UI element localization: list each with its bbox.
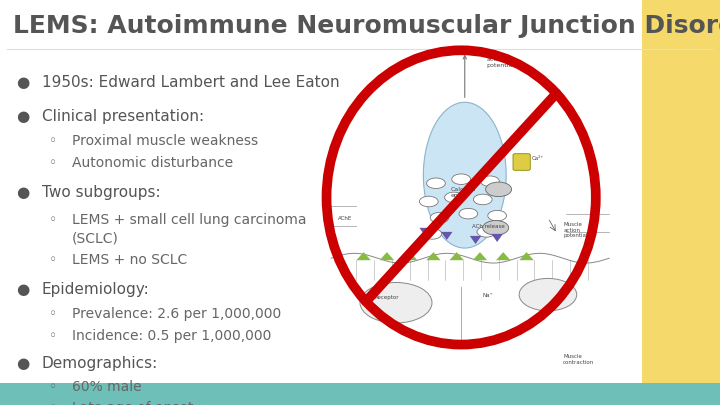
Text: Autonomic disturbance: Autonomic disturbance: [72, 156, 233, 170]
Bar: [328, 30, 634, 381]
Circle shape: [477, 227, 496, 237]
Polygon shape: [496, 252, 510, 260]
Text: ◦: ◦: [49, 329, 57, 343]
Text: Demographics:: Demographics:: [42, 356, 158, 371]
Polygon shape: [449, 252, 464, 260]
Circle shape: [488, 211, 507, 221]
Text: LEMS + small cell lung carcinoma
(SCLC): LEMS + small cell lung carcinoma (SCLC): [72, 213, 307, 246]
Text: ◦: ◦: [49, 134, 57, 148]
Circle shape: [423, 228, 442, 239]
Circle shape: [426, 178, 446, 189]
Polygon shape: [473, 252, 487, 260]
Polygon shape: [426, 252, 441, 260]
Text: Epidemiology:: Epidemiology:: [42, 282, 150, 297]
Text: LEMS: Autoimmune Neuromuscular Junction Disorder: LEMS: Autoimmune Neuromuscular Junction …: [13, 14, 720, 38]
Circle shape: [481, 176, 500, 186]
Polygon shape: [441, 232, 453, 240]
Text: Muscle
contraction: Muscle contraction: [563, 354, 595, 364]
Text: AChE: AChE: [338, 216, 353, 221]
Text: Ca²⁺: Ca²⁺: [531, 156, 544, 162]
Text: Receptor: Receptor: [374, 295, 399, 300]
Circle shape: [459, 209, 478, 219]
Polygon shape: [403, 252, 418, 260]
Text: ◦: ◦: [49, 380, 57, 394]
Text: 60% male: 60% male: [72, 380, 142, 394]
Circle shape: [452, 174, 471, 185]
Circle shape: [483, 220, 509, 235]
Text: Nerve
action
potential: Nerve action potential: [487, 51, 515, 68]
Text: ACh release: ACh release: [472, 224, 505, 229]
FancyArrowPatch shape: [463, 55, 467, 98]
Text: ●: ●: [16, 75, 29, 90]
Text: Proximal muscle weakness: Proximal muscle weakness: [72, 134, 258, 148]
Polygon shape: [470, 236, 482, 244]
Circle shape: [486, 182, 512, 197]
Text: ●: ●: [16, 282, 29, 297]
Text: Two subgroups:: Two subgroups:: [42, 185, 161, 200]
Text: ◦: ◦: [49, 213, 57, 228]
Text: ◦: ◦: [49, 156, 57, 170]
Text: Clinical presentation:: Clinical presentation:: [42, 109, 204, 124]
Ellipse shape: [519, 279, 577, 311]
Ellipse shape: [423, 102, 506, 248]
Text: ◦: ◦: [49, 401, 57, 405]
Circle shape: [445, 192, 464, 203]
Text: LEMS + no SCLC: LEMS + no SCLC: [72, 253, 187, 267]
Circle shape: [474, 194, 492, 205]
Text: Prevalence: 2.6 per 1,000,000: Prevalence: 2.6 per 1,000,000: [72, 307, 282, 321]
Text: ●: ●: [16, 109, 29, 124]
Text: Late age of onset: Late age of onset: [72, 401, 194, 405]
FancyBboxPatch shape: [513, 153, 531, 170]
Text: Na⁺: Na⁺: [483, 292, 493, 298]
Text: Incidence: 0.5 per 1,000,000: Incidence: 0.5 per 1,000,000: [72, 329, 271, 343]
Polygon shape: [356, 252, 371, 260]
Text: ◦: ◦: [49, 307, 57, 321]
Circle shape: [419, 196, 438, 207]
Bar: [0, 383, 720, 405]
Text: ◦: ◦: [49, 253, 57, 267]
Polygon shape: [419, 228, 431, 236]
Polygon shape: [492, 234, 503, 242]
Polygon shape: [519, 252, 534, 260]
Text: Muscle
action
potential: Muscle action potential: [563, 222, 588, 238]
Polygon shape: [379, 252, 394, 260]
Circle shape: [431, 212, 449, 223]
Bar: [642, 0, 720, 405]
Text: 1950s: Edward Lambert and Lee Eaton: 1950s: Edward Lambert and Lee Eaton: [42, 75, 339, 90]
Ellipse shape: [360, 283, 432, 323]
Text: Calcium
entry: Calcium entry: [451, 187, 476, 198]
Text: ●: ●: [16, 185, 29, 200]
Text: ●: ●: [16, 356, 29, 371]
